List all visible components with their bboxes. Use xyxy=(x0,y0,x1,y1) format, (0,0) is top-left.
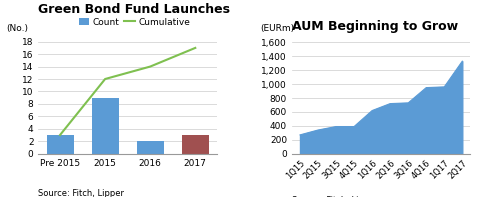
Text: Green Bond Fund Launches: Green Bond Fund Launches xyxy=(38,3,230,16)
Bar xyxy=(92,98,119,154)
Text: (EURm): (EURm) xyxy=(260,24,294,33)
Bar xyxy=(182,135,209,154)
Text: Source: Fitch, Lipper: Source: Fitch, Lipper xyxy=(292,196,378,197)
Legend: Count, Cumulative: Count, Cumulative xyxy=(75,14,193,30)
Bar xyxy=(47,135,73,154)
Text: AUM Beginning to Grow: AUM Beginning to Grow xyxy=(292,20,458,33)
Bar xyxy=(137,141,164,154)
Text: (No.): (No.) xyxy=(6,24,28,33)
Text: Source: Fitch, Lipper: Source: Fitch, Lipper xyxy=(38,189,124,197)
